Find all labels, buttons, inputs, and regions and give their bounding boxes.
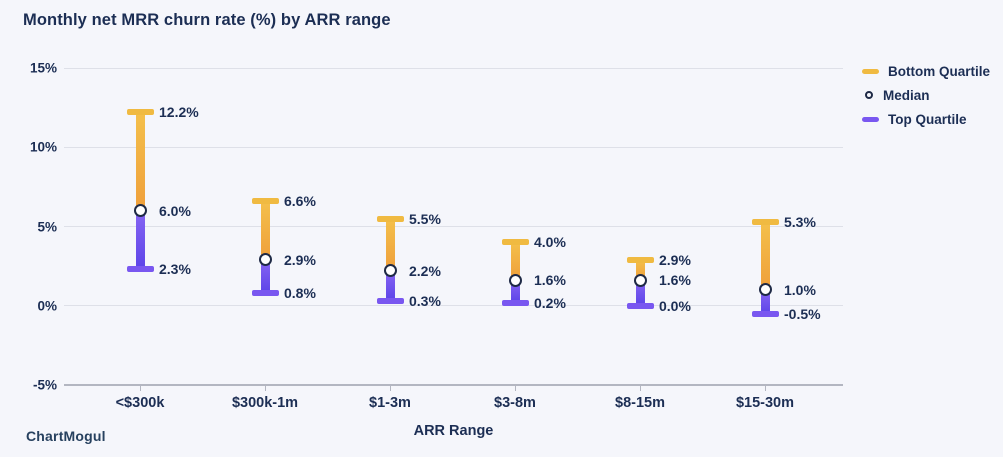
y-axis-tick-label: 10% [29,139,57,155]
legend-item-bottom-quartile[interactable]: Bottom Quartile [862,59,990,83]
x-axis-tick [265,386,266,391]
x-axis-tick [765,386,766,391]
bottom-quartile-cap [126,109,154,116]
top-quartile-value-label: 0.8% [284,285,316,302]
median-value-label: 1.6% [534,272,566,289]
median-marker [508,273,522,287]
top-quartile-value-label: 0.2% [534,294,566,311]
median-value-label: 2.2% [409,262,441,279]
median-circle-icon [865,91,873,99]
bottom-quartile-value-label: 5.5% [409,210,441,227]
top-quartile-cap [751,310,779,317]
top-quartile-stem [260,259,270,294]
bottom-quartile-cap [626,256,654,263]
y-axis-tick-label: 0% [37,298,57,314]
median-marker [633,273,647,287]
legend-label: Top Quartile [888,111,967,127]
top-quartile-stem [385,270,395,301]
bottom-quartile-stem [260,201,270,260]
top-quartile-stem [135,210,145,270]
x-axis-title: ARR Range [413,423,494,439]
top-quartile-cap [251,290,279,297]
bottom-quartile-value-label: 6.6% [284,193,316,210]
top-quartile-cap [501,299,529,306]
legend-label: Bottom Quartile [888,63,991,79]
gridline [64,146,843,148]
bottom-quartile-value-label: 5.3% [784,213,816,230]
legend-item-median[interactable]: Median [862,83,990,107]
top-quartile-swatch-icon [862,116,879,122]
median-marker [133,204,147,218]
median-marker [383,264,397,278]
gridline [64,305,843,307]
y-axis-tick-label: 5% [37,219,57,234]
bottom-quartile-value-label: 12.2% [159,104,199,121]
top-quartile-value-label: 2.3% [159,261,191,278]
top-quartile-cap [376,297,404,304]
legend-label: Median [883,87,930,103]
x-axis-tick [640,386,641,391]
chartmogul-logo: ChartMogul [26,428,106,444]
x-axis-line [64,384,843,386]
legend: Bottom Quartile Median Top Quartile [862,59,990,131]
top-quartile-value-label: 0.3% [409,292,441,309]
top-quartile-stem [510,280,520,303]
bottom-quartile-swatch-icon [862,68,879,74]
bottom-quartile-cap [751,218,779,225]
chart-title: Monthly net MRR churn rate (%) by ARR ra… [23,11,391,29]
x-axis-category-label: $15-30m [735,395,795,411]
bottom-quartile-value-label: 4.0% [534,234,566,251]
x-axis-category-label: $8-15m [615,395,665,411]
median-marker [758,283,772,297]
top-quartile-stem [760,289,770,314]
gridline [64,226,843,227]
y-axis-tick-label: 15% [29,60,57,76]
x-axis-category-label: $300k-1m [231,395,299,411]
x-axis-tick [140,386,141,391]
legend-item-top-quartile[interactable]: Top Quartile [862,107,990,131]
median-marker [258,253,272,267]
bottom-quartile-cap [251,198,279,205]
x-axis-category-label: $3-8m [494,395,536,411]
x-axis-category-label: <$300k [115,395,165,411]
bottom-quartile-cap [501,239,529,246]
bottom-quartile-stem [385,218,395,271]
bottom-quartile-stem [635,259,645,281]
x-axis-tick [515,386,516,391]
bottom-quartile-cap [376,215,404,222]
x-axis-category-label: $1-3m [369,395,411,411]
y-axis-tick-label: -5% [32,377,57,393]
bottom-quartile-value-label: 2.9% [659,251,691,268]
gridline [64,67,843,69]
top-quartile-stem [635,280,645,306]
bottom-quartile-stem [135,112,145,211]
bottom-quartile-stem [510,242,520,281]
median-value-label: 1.6% [659,272,691,289]
bottom-quartile-stem [760,221,770,290]
top-quartile-cap [126,266,154,273]
x-axis-tick [390,386,391,391]
top-quartile-cap [626,302,654,309]
top-quartile-value-label: 0.0% [659,297,691,314]
median-value-label: 1.0% [784,281,816,298]
median-value-label: 6.0% [159,202,191,219]
top-quartile-value-label: -0.5% [784,305,821,322]
median-value-label: 2.9% [284,251,316,268]
